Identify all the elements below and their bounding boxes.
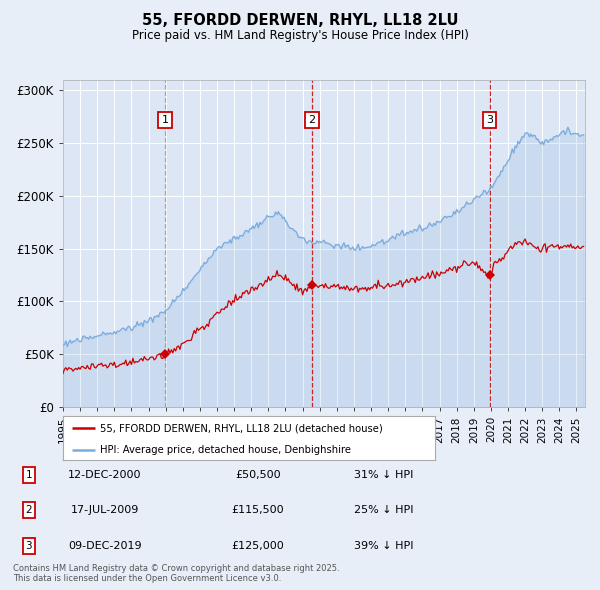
Text: £125,000: £125,000 [232, 541, 284, 550]
Text: 55, FFORDD DERWEN, RHYL, LL18 2LU (detached house): 55, FFORDD DERWEN, RHYL, LL18 2LU (detac… [100, 424, 383, 433]
Text: 31% ↓ HPI: 31% ↓ HPI [355, 470, 413, 480]
Text: 12-DEC-2000: 12-DEC-2000 [68, 470, 142, 480]
Text: 55, FFORDD DERWEN, RHYL, LL18 2LU: 55, FFORDD DERWEN, RHYL, LL18 2LU [142, 13, 458, 28]
Text: £50,500: £50,500 [235, 470, 281, 480]
Text: 2: 2 [308, 115, 316, 125]
Text: 3: 3 [487, 115, 493, 125]
Text: Contains HM Land Registry data © Crown copyright and database right 2025.
This d: Contains HM Land Registry data © Crown c… [13, 563, 340, 583]
Text: 2: 2 [25, 506, 32, 515]
Text: Price paid vs. HM Land Registry's House Price Index (HPI): Price paid vs. HM Land Registry's House … [131, 30, 469, 42]
Text: 09-DEC-2019: 09-DEC-2019 [68, 541, 142, 550]
Text: 39% ↓ HPI: 39% ↓ HPI [354, 541, 414, 550]
Text: 25% ↓ HPI: 25% ↓ HPI [354, 506, 414, 515]
Text: HPI: Average price, detached house, Denbighshire: HPI: Average price, detached house, Denb… [100, 445, 351, 455]
Text: 1: 1 [161, 115, 169, 125]
Text: 1: 1 [25, 470, 32, 480]
Text: £115,500: £115,500 [232, 506, 284, 515]
Text: 17-JUL-2009: 17-JUL-2009 [71, 506, 139, 515]
Text: 3: 3 [25, 541, 32, 550]
